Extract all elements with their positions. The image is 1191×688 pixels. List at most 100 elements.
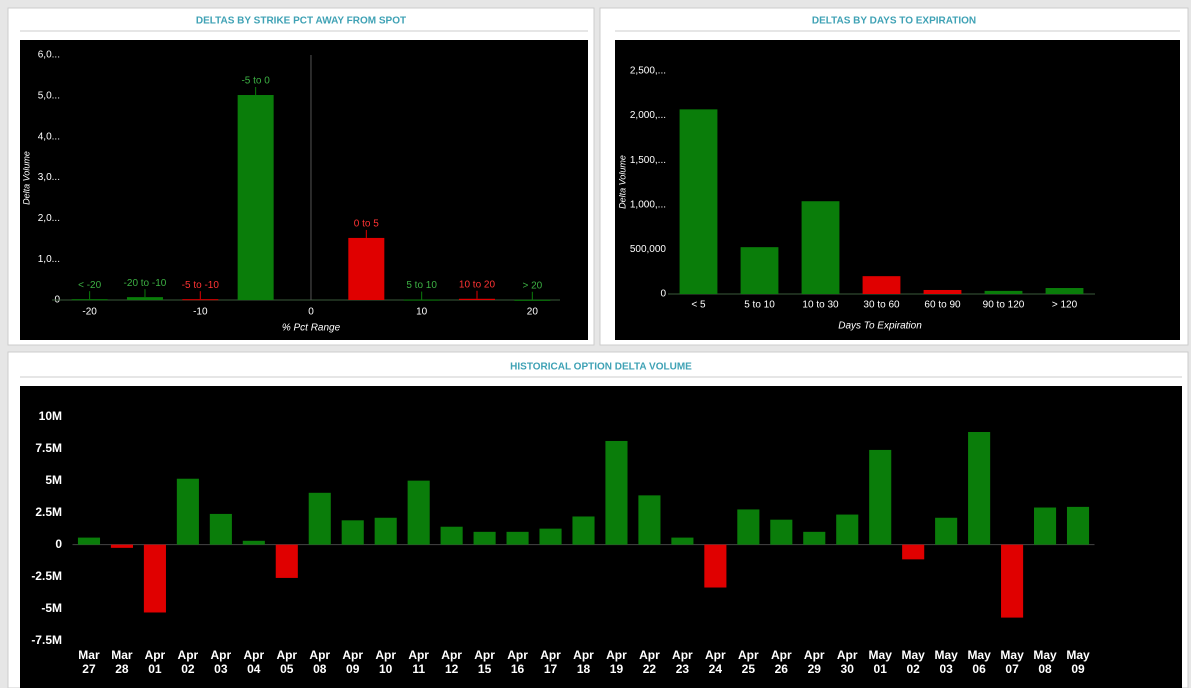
bar xyxy=(348,237,385,300)
y-tick-label: 10M xyxy=(39,409,62,423)
bar xyxy=(110,544,133,548)
bar xyxy=(803,531,826,545)
bar xyxy=(1066,506,1090,545)
x-tick-label: Apr 01 xyxy=(144,648,166,676)
bar xyxy=(770,519,793,545)
x-tick-label: May 09 xyxy=(1066,648,1090,676)
x-tick-label: Apr 24 xyxy=(705,648,726,676)
bar xyxy=(1001,544,1024,618)
y-tick-label: 7.5M xyxy=(35,441,62,455)
x-tick-label: Apr 11 xyxy=(408,648,429,676)
bar xyxy=(638,495,661,545)
bar xyxy=(539,528,562,545)
x-tick-label: 60 to 90 xyxy=(924,300,961,311)
bar xyxy=(403,299,440,301)
bar xyxy=(862,276,901,294)
x-tick-label: May 07 xyxy=(1000,648,1024,676)
chart-title: DELTAS BY DAYS TO EXPIRATION xyxy=(812,16,976,27)
x-tick-label: Apr 19 xyxy=(606,648,627,676)
y-tick-label: -5M xyxy=(41,601,62,615)
bar xyxy=(572,516,595,545)
bar-label: -5 to 0 xyxy=(241,76,270,87)
bar-label: -20 to -10 xyxy=(124,278,167,289)
bar xyxy=(71,299,108,301)
x-tick-label: May 08 xyxy=(1033,648,1057,676)
bar xyxy=(126,297,163,300)
y-tick-label: 2,500,... xyxy=(630,66,666,77)
x-tick-label: May 06 xyxy=(967,648,991,676)
x-tick-label: 0 xyxy=(308,307,314,318)
bar-label: 10 to 20 xyxy=(459,279,496,290)
chart-title: DELTAS BY STRIKE PCT AWAY FROM SPOT xyxy=(196,16,406,27)
bar xyxy=(679,109,718,294)
x-tick-label: Apr 09 xyxy=(342,648,364,676)
y-tick-label: 1,500,... xyxy=(630,155,666,166)
x-tick-label: Apr 23 xyxy=(672,648,693,676)
y-tick-label: 5,0... xyxy=(38,90,60,101)
x-tick-label: Apr 25 xyxy=(737,648,759,676)
y-tick-label: 2.5M xyxy=(35,505,62,519)
bar xyxy=(458,298,495,300)
bar xyxy=(143,544,166,613)
bar xyxy=(374,517,397,545)
x-tick-label: Apr 08 xyxy=(309,648,331,676)
bar-label: > 20 xyxy=(522,280,542,291)
y-tick-label: 5M xyxy=(45,473,62,487)
y-tick-label: 4,0... xyxy=(38,131,60,142)
bar-label: 5 to 10 xyxy=(406,280,437,291)
x-tick-label: May 01 xyxy=(868,648,892,676)
x-tick-label: > 120 xyxy=(1052,300,1078,311)
bar xyxy=(275,544,298,578)
y-axis-label: Delta Volume xyxy=(617,155,627,209)
bar-label: 0 to 5 xyxy=(354,219,379,230)
y-tick-label: 6,0... xyxy=(38,50,60,61)
bar xyxy=(182,299,219,301)
y-tick-label: -7.5M xyxy=(31,633,62,647)
bar xyxy=(1034,507,1057,545)
x-tick-label: -10 xyxy=(193,307,208,318)
y-tick-label: 3,0... xyxy=(38,172,60,183)
x-tick-label: Apr 05 xyxy=(276,648,298,676)
x-tick-label: May 02 xyxy=(901,648,925,676)
x-tick-label: 10 to 30 xyxy=(802,300,839,311)
x-tick-label: Apr 29 xyxy=(803,648,825,676)
bar xyxy=(77,537,101,545)
bar-label: < -20 xyxy=(78,280,102,291)
y-tick-label: 500,000 xyxy=(630,244,667,255)
x-tick-label: Apr 10 xyxy=(375,648,397,676)
x-tick-label: Apr 22 xyxy=(639,648,660,676)
x-tick-label: Apr 02 xyxy=(177,648,199,676)
x-tick-label: 90 to 120 xyxy=(983,300,1025,311)
bar xyxy=(514,299,551,301)
bar xyxy=(801,201,840,294)
x-tick-label: Apr 12 xyxy=(441,648,462,676)
x-tick-label: Apr 15 xyxy=(474,648,495,676)
x-tick-label: < 5 xyxy=(691,300,706,311)
x-tick-label: Apr 17 xyxy=(540,648,561,676)
bar xyxy=(308,492,331,545)
bar xyxy=(671,537,694,545)
bar xyxy=(1045,288,1084,294)
x-tick-label: Mar 28 xyxy=(111,648,133,676)
bar xyxy=(902,544,925,560)
bar xyxy=(341,520,364,545)
bar xyxy=(176,478,199,545)
x-tick-label: Apr 03 xyxy=(210,648,232,676)
bar-label: -5 to -10 xyxy=(182,280,220,291)
bar xyxy=(242,540,265,545)
bar xyxy=(923,289,962,294)
bar xyxy=(440,526,463,545)
x-tick-label: Apr 26 xyxy=(770,648,792,676)
bar xyxy=(605,440,628,545)
bar xyxy=(237,95,274,301)
x-axis-label: Days To Expiration xyxy=(838,321,922,332)
x-tick-label: Apr 18 xyxy=(573,648,594,676)
x-tick-label: 5 to 10 xyxy=(744,300,775,311)
bar xyxy=(935,517,958,545)
y-tick-label: -2.5M xyxy=(31,569,62,583)
bar xyxy=(473,531,496,545)
bar xyxy=(407,480,430,545)
bar xyxy=(968,432,991,545)
bar xyxy=(704,544,727,588)
